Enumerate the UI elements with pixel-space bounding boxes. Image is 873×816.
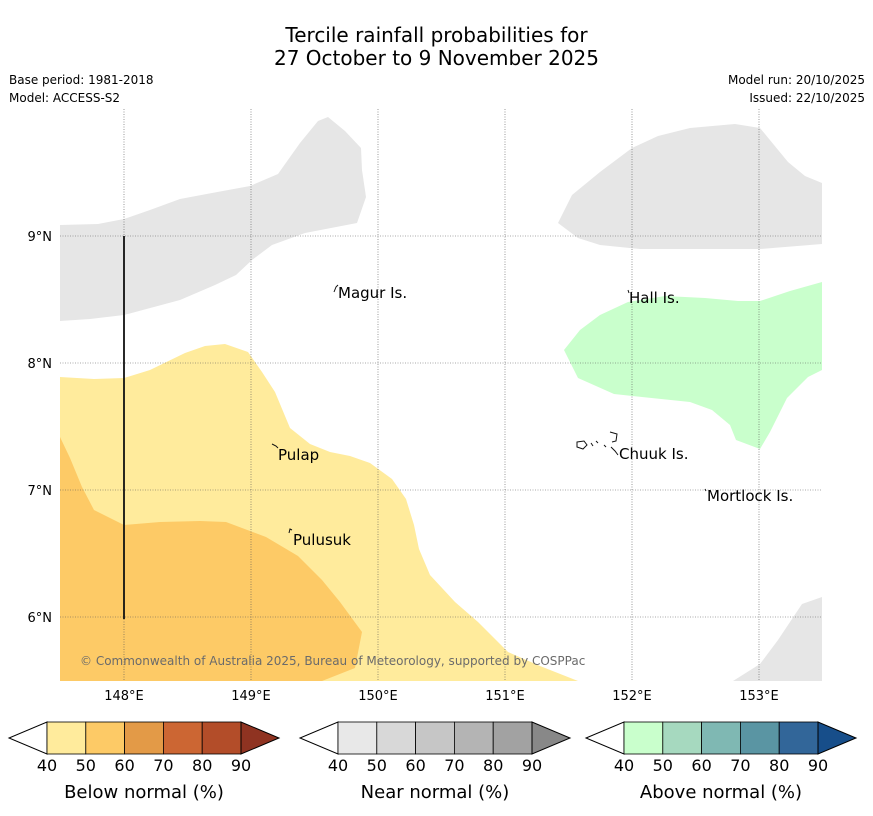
chuuk-lagoon-outline xyxy=(576,431,619,456)
colorbar-below-tick-label: 50 xyxy=(76,756,96,775)
meta-right: Model run: 20/10/2025 Issued: 22/10/2025 xyxy=(728,71,865,107)
colorbar-near-tick-label: 80 xyxy=(483,756,503,775)
map-area xyxy=(60,109,822,681)
lon-label-153e: 153°E xyxy=(739,689,779,704)
colorbar-below-tick-label: 60 xyxy=(114,756,134,775)
colorbar-near-segment xyxy=(337,721,378,755)
colorbar-near-segment xyxy=(415,721,455,755)
lat-label-9n: 9°N xyxy=(28,230,53,245)
place-labels: Magur Is. Hall Is. Pulap Chuuk Is. Mortl… xyxy=(278,284,793,549)
colorbar-below-tick-label: 90 xyxy=(231,756,251,775)
colorbar-near-tick-label: 70 xyxy=(444,756,464,775)
colorbar-above-segment xyxy=(701,721,741,755)
colorbar-near-tick-label: 90 xyxy=(522,756,542,775)
colorbar-above-tick-label: 70 xyxy=(730,756,750,775)
colorbar-above-min-extension xyxy=(584,721,625,755)
colorbar-below-segment xyxy=(85,721,126,755)
hall-island-outline xyxy=(627,289,630,294)
colorbar-near-tick-label: 50 xyxy=(367,756,387,775)
place-label-mortlock: Mortlock Is. xyxy=(707,487,793,505)
colorbar-near-title: Near normal (%) xyxy=(361,782,510,803)
colorbar-above-title: Above normal (%) xyxy=(640,782,802,803)
mortlock-island-outline xyxy=(704,488,707,492)
place-label-pulap: Pulap xyxy=(278,446,319,464)
colorbar-below-segment xyxy=(46,721,87,755)
lon-label-149e: 149°E xyxy=(231,689,271,704)
colorbar-near-segment xyxy=(453,721,494,755)
colorbar-above-segment xyxy=(623,721,664,755)
map-title-line1: Tercile rainfall probabilities for xyxy=(285,23,588,47)
colorbar-above-tick-label: 50 xyxy=(653,756,673,775)
colorbar-below-max-extension xyxy=(240,721,281,755)
model-name: Model: ACCESS-S2 xyxy=(9,91,121,105)
pulusuk-island-outline xyxy=(288,528,293,534)
model-run: Model run: 20/10/2025 xyxy=(727,73,865,87)
pulap-island-outline xyxy=(271,443,279,449)
colorbar-near-normal: 40 50 60 70 80 90 xyxy=(298,721,572,775)
colorbar-near-segment xyxy=(492,721,533,755)
base-period: Base period: 1981-2018 xyxy=(9,73,154,87)
colorbar-below-min-extension xyxy=(7,721,48,755)
colorbar-below-title: Below normal (%) xyxy=(64,782,224,803)
lat-label-8n: 8°N xyxy=(28,357,53,372)
place-label-pulusuk: Pulusuk xyxy=(293,531,351,549)
colorbar-below-normal: 40 50 60 70 80 90 xyxy=(7,721,281,775)
above-normal-region xyxy=(564,282,822,449)
colorbar-near-segment xyxy=(376,721,416,755)
colorbar-below-tick-label: 70 xyxy=(153,756,173,775)
near-normal-region-southeast xyxy=(733,597,822,681)
place-label-magur: Magur Is. xyxy=(338,284,407,302)
place-label-chuuk: Chuuk Is. xyxy=(619,445,688,463)
colorbar-above-tick-label: 60 xyxy=(691,756,711,775)
map-title-line2: 27 October to 9 November 2025 xyxy=(273,46,600,70)
meta-left: Base period: 1981-2018 Model: ACCESS-S2 xyxy=(9,71,154,107)
colorbar-above-segment xyxy=(662,721,702,755)
magur-island-outline xyxy=(333,284,339,293)
colorbar-near-max-extension xyxy=(531,721,572,755)
colorbar-above-normal: 40 50 60 70 80 90 xyxy=(584,721,858,775)
colorbar-above-tick-label: 40 xyxy=(614,756,634,775)
lat-label-7n: 7°N xyxy=(28,484,53,499)
colorbar-below-tick-label: 40 xyxy=(37,756,57,775)
colorbar-near-tick-label: 60 xyxy=(405,756,425,775)
colorbar-above-tick-label: 80 xyxy=(769,756,789,775)
lon-label-148e: 148°E xyxy=(104,689,144,704)
lon-label-152e: 152°E xyxy=(612,689,652,704)
colorbar-above-segment xyxy=(740,721,780,755)
colorbar-below-tick-label: 80 xyxy=(192,756,212,775)
lon-label-151e: 151°E xyxy=(485,689,525,704)
near-normal-region-northeast xyxy=(558,109,822,249)
issued-date: Issued: 22/10/2025 xyxy=(749,91,865,105)
colorbar-above-max-extension xyxy=(817,721,858,755)
colorbar-above-segment xyxy=(778,721,819,755)
place-label-hall: Hall Is. xyxy=(629,289,680,307)
lat-labels: 9°N 8°N 7°N 6°N xyxy=(28,230,53,626)
colorbar-above-tick-label: 90 xyxy=(808,756,828,775)
lon-label-150e: 150°E xyxy=(358,689,398,704)
colorbar-below-segment xyxy=(162,721,203,755)
lat-label-6n: 6°N xyxy=(28,611,53,626)
island-outlines xyxy=(271,284,707,534)
near-normal-region-northwest xyxy=(60,117,366,321)
colorbar-near-tick-label: 40 xyxy=(328,756,348,775)
lon-labels: 148°E 149°E 150°E 151°E 152°E 153°E xyxy=(104,689,779,704)
colorbar-below-segment xyxy=(124,721,164,755)
copyright-notice: © Commonwealth of Australia 2025, Bureau… xyxy=(80,654,585,668)
colorbar-below-segment xyxy=(201,721,242,755)
colorbar-near-min-extension xyxy=(298,721,339,755)
below-normal-50-60-region xyxy=(60,437,362,681)
